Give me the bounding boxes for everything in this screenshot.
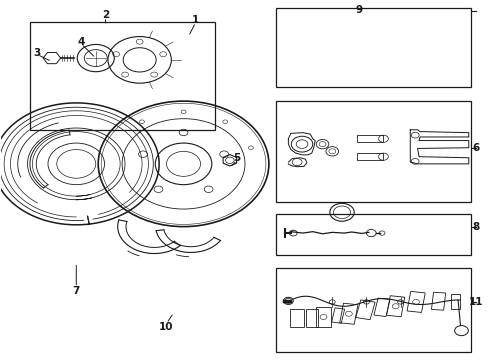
Text: 11: 11 (468, 297, 482, 307)
Bar (356, 153, 383, 160)
Bar (305, 310, 317, 327)
Bar (289, 310, 304, 327)
Bar (373, 298, 389, 316)
Text: 5: 5 (233, 153, 240, 163)
Text: 10: 10 (159, 322, 173, 332)
Text: 3: 3 (34, 48, 41, 58)
Bar (430, 292, 445, 310)
Bar (276, 214, 470, 255)
Text: 2: 2 (102, 10, 109, 20)
Bar (316, 307, 330, 327)
Bar (450, 294, 459, 309)
Text: 1: 1 (192, 15, 199, 26)
Bar (356, 135, 383, 142)
Text: 7: 7 (72, 286, 80, 296)
Bar (276, 268, 470, 352)
Text: 9: 9 (355, 5, 362, 15)
Text: 6: 6 (471, 143, 479, 153)
Bar (406, 291, 425, 312)
Bar (276, 8, 470, 87)
Bar (30, 22, 215, 130)
Text: 8: 8 (471, 222, 479, 231)
Bar (331, 308, 344, 323)
Bar (355, 300, 374, 320)
Text: 4: 4 (77, 37, 84, 47)
Circle shape (283, 297, 293, 305)
Bar (339, 303, 357, 324)
Bar (276, 101, 470, 202)
Bar (386, 296, 404, 317)
